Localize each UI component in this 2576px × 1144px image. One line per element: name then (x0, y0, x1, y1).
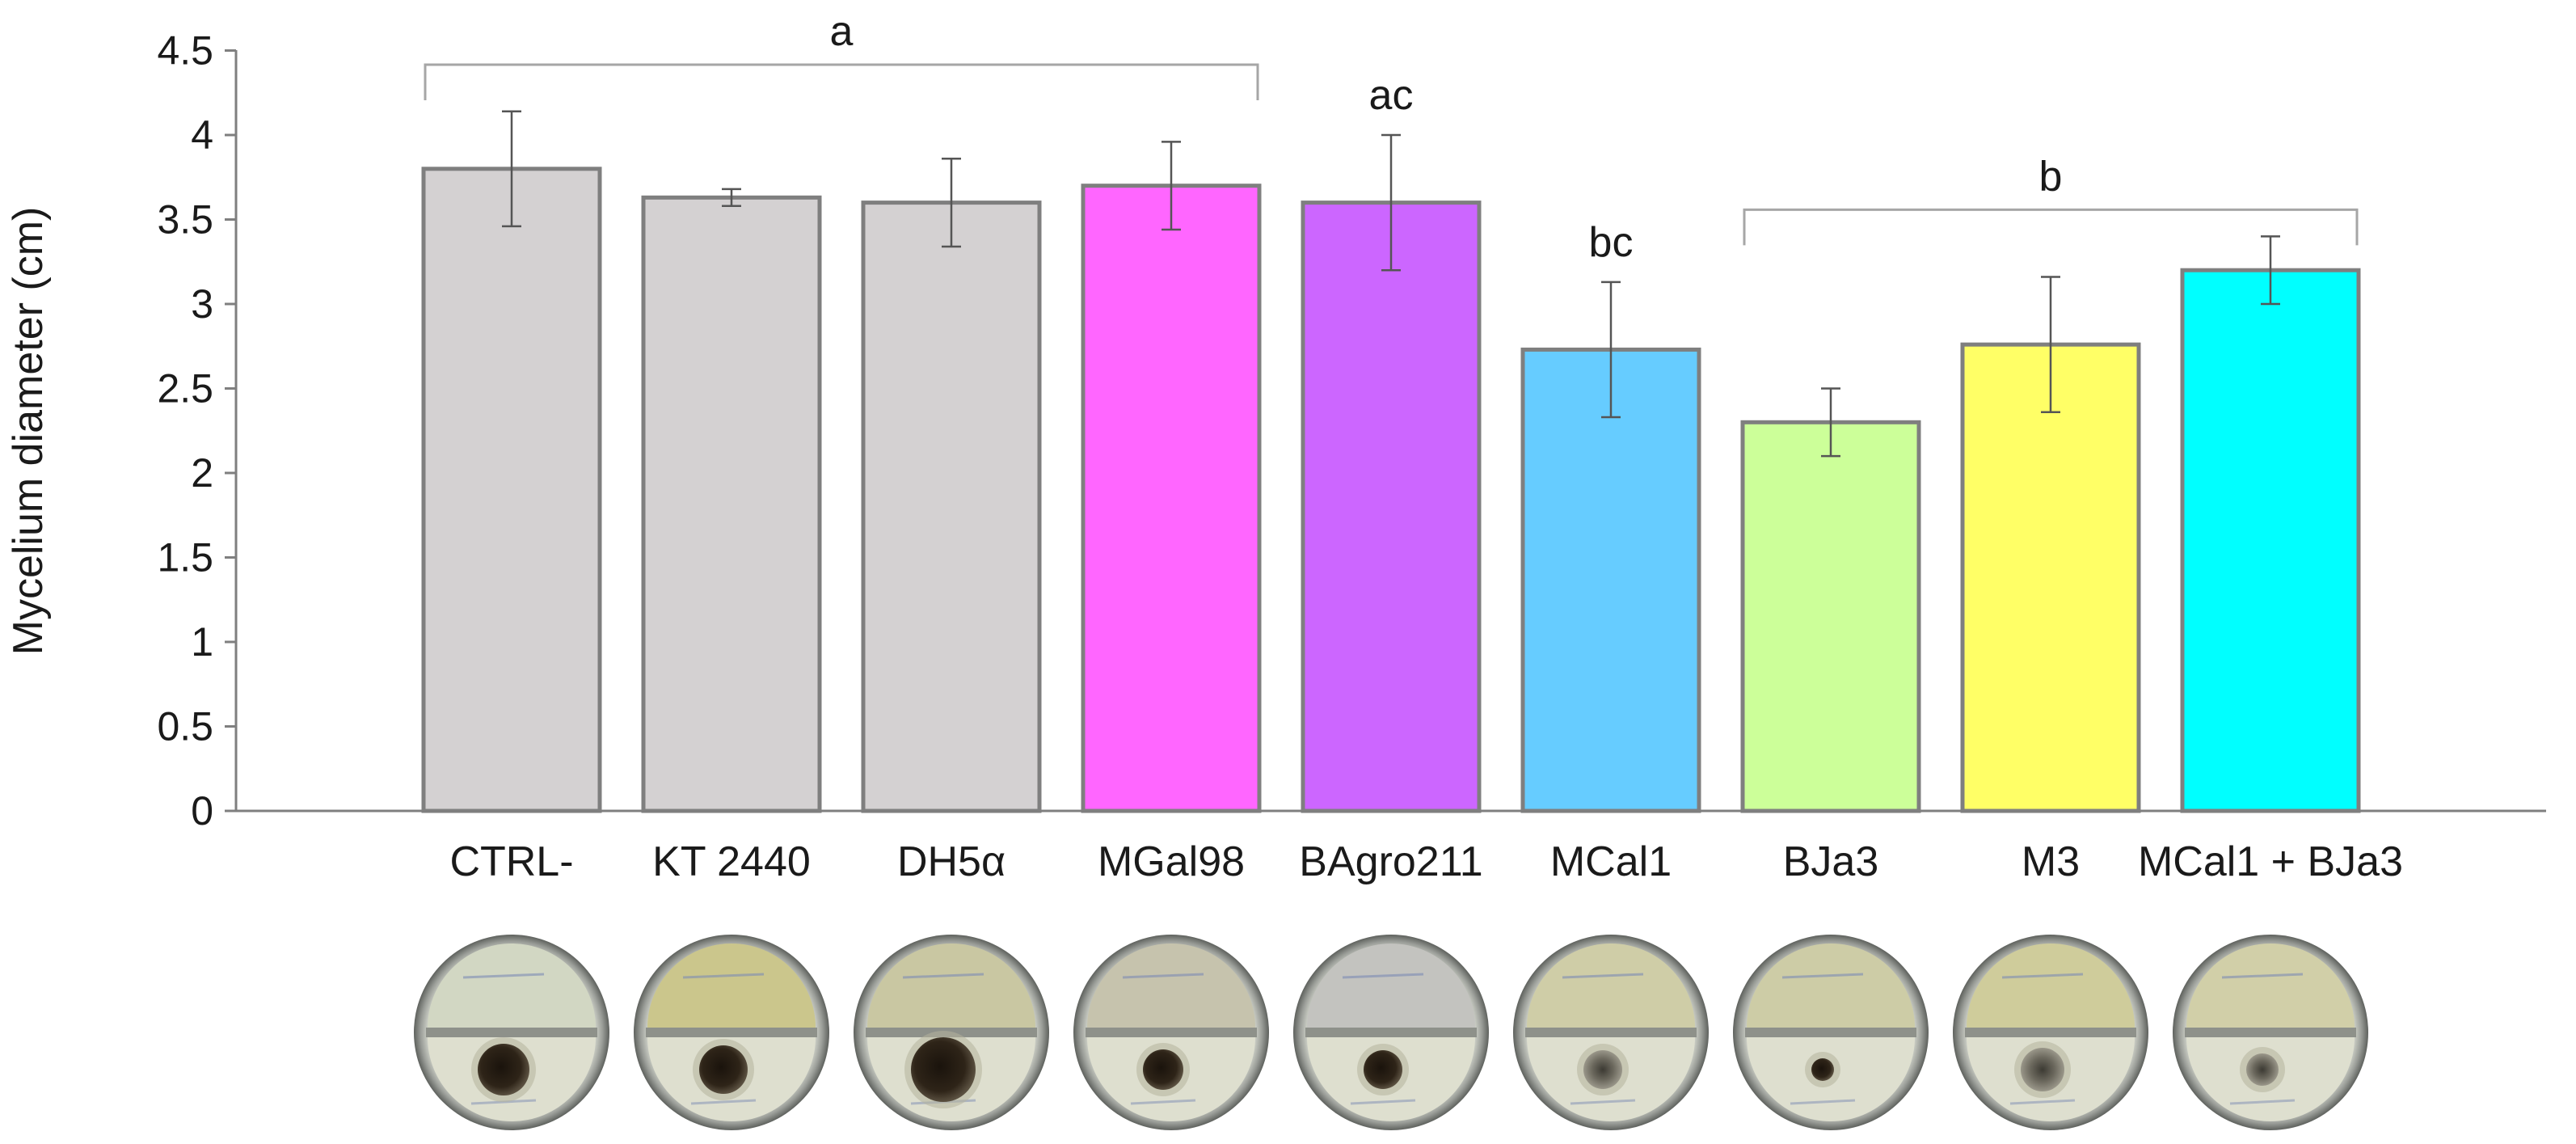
x-tick-label: CTRL- (449, 838, 573, 885)
error-bars (502, 110, 2280, 458)
bar-6 (1520, 347, 1701, 813)
y-tick-label: 3.5 (157, 197, 213, 243)
plate-photos (414, 935, 2368, 1130)
x-tick-label: MCal1 (1550, 838, 1672, 885)
y-tick-label: 1 (191, 619, 213, 665)
x-tick-label: KT 2440 (652, 838, 811, 885)
y-tick-label: 1.5 (157, 535, 213, 580)
x-tick-label: DH5α (897, 838, 1006, 885)
y-tick-label: 2 (191, 450, 213, 496)
bar-1 (421, 167, 602, 813)
x-tick-label: BJa3 (1783, 838, 1879, 885)
y-ticks: 0 0.5 1 1.5 2 2.5 3 3.5 4 4.5 (157, 28, 236, 834)
x-tick-label: M3 (2022, 838, 2080, 885)
y-tick-label: 4.5 (157, 28, 213, 74)
y-tick-label: 2.5 (157, 366, 213, 412)
bracket-b (1743, 208, 2359, 246)
bar-7 (1740, 420, 1921, 813)
petri-dish-photo-4 (1073, 935, 1269, 1130)
petri-dish-photo-7 (1733, 935, 1929, 1130)
significance-label-a: a (830, 8, 854, 55)
petri-dish-photo-2 (634, 935, 829, 1130)
petri-dish-photo-9 (2173, 935, 2368, 1130)
significance-label-bc: bc (1589, 219, 1634, 266)
y-tick-label: 3 (191, 281, 213, 327)
petri-dish-photo-3 (854, 935, 1049, 1130)
bar-4 (1081, 184, 1262, 813)
x-tick-label: MGal98 (1098, 838, 1245, 885)
petri-dish-photo-8 (1953, 935, 2148, 1130)
bar-5 (1301, 201, 1482, 813)
bars (421, 167, 2361, 813)
significance-label-b: b (2039, 153, 2063, 200)
bar-3 (861, 201, 1042, 813)
petri-dish-photo-6 (1513, 935, 1709, 1130)
y-axis-title: Mycelium diameter (cm) (5, 207, 52, 656)
bar-9 (2180, 268, 2361, 813)
significance-brackets: a ac bc b (424, 8, 2359, 266)
x-tick-label: MCal1 + BJa3 (2138, 838, 2403, 885)
petri-dish-photo-1 (414, 935, 609, 1130)
y-tick-label: 0.5 (157, 704, 213, 749)
bracket-a (424, 63, 1259, 100)
y-tick-label: 4 (191, 112, 213, 158)
x-tick-label: BAgro211 (1299, 838, 1482, 885)
x-tick-labels: CTRL- KT 2440 DH5α MGal98 BAgro211 MCal1 BJa3 M… (449, 838, 2403, 885)
significance-label-ac: ac (1369, 72, 1414, 119)
bar-8 (1960, 342, 2141, 813)
bar-2 (641, 195, 822, 813)
petri-dish-photo-5 (1293, 935, 1489, 1130)
y-tick-label: 0 (191, 788, 213, 834)
